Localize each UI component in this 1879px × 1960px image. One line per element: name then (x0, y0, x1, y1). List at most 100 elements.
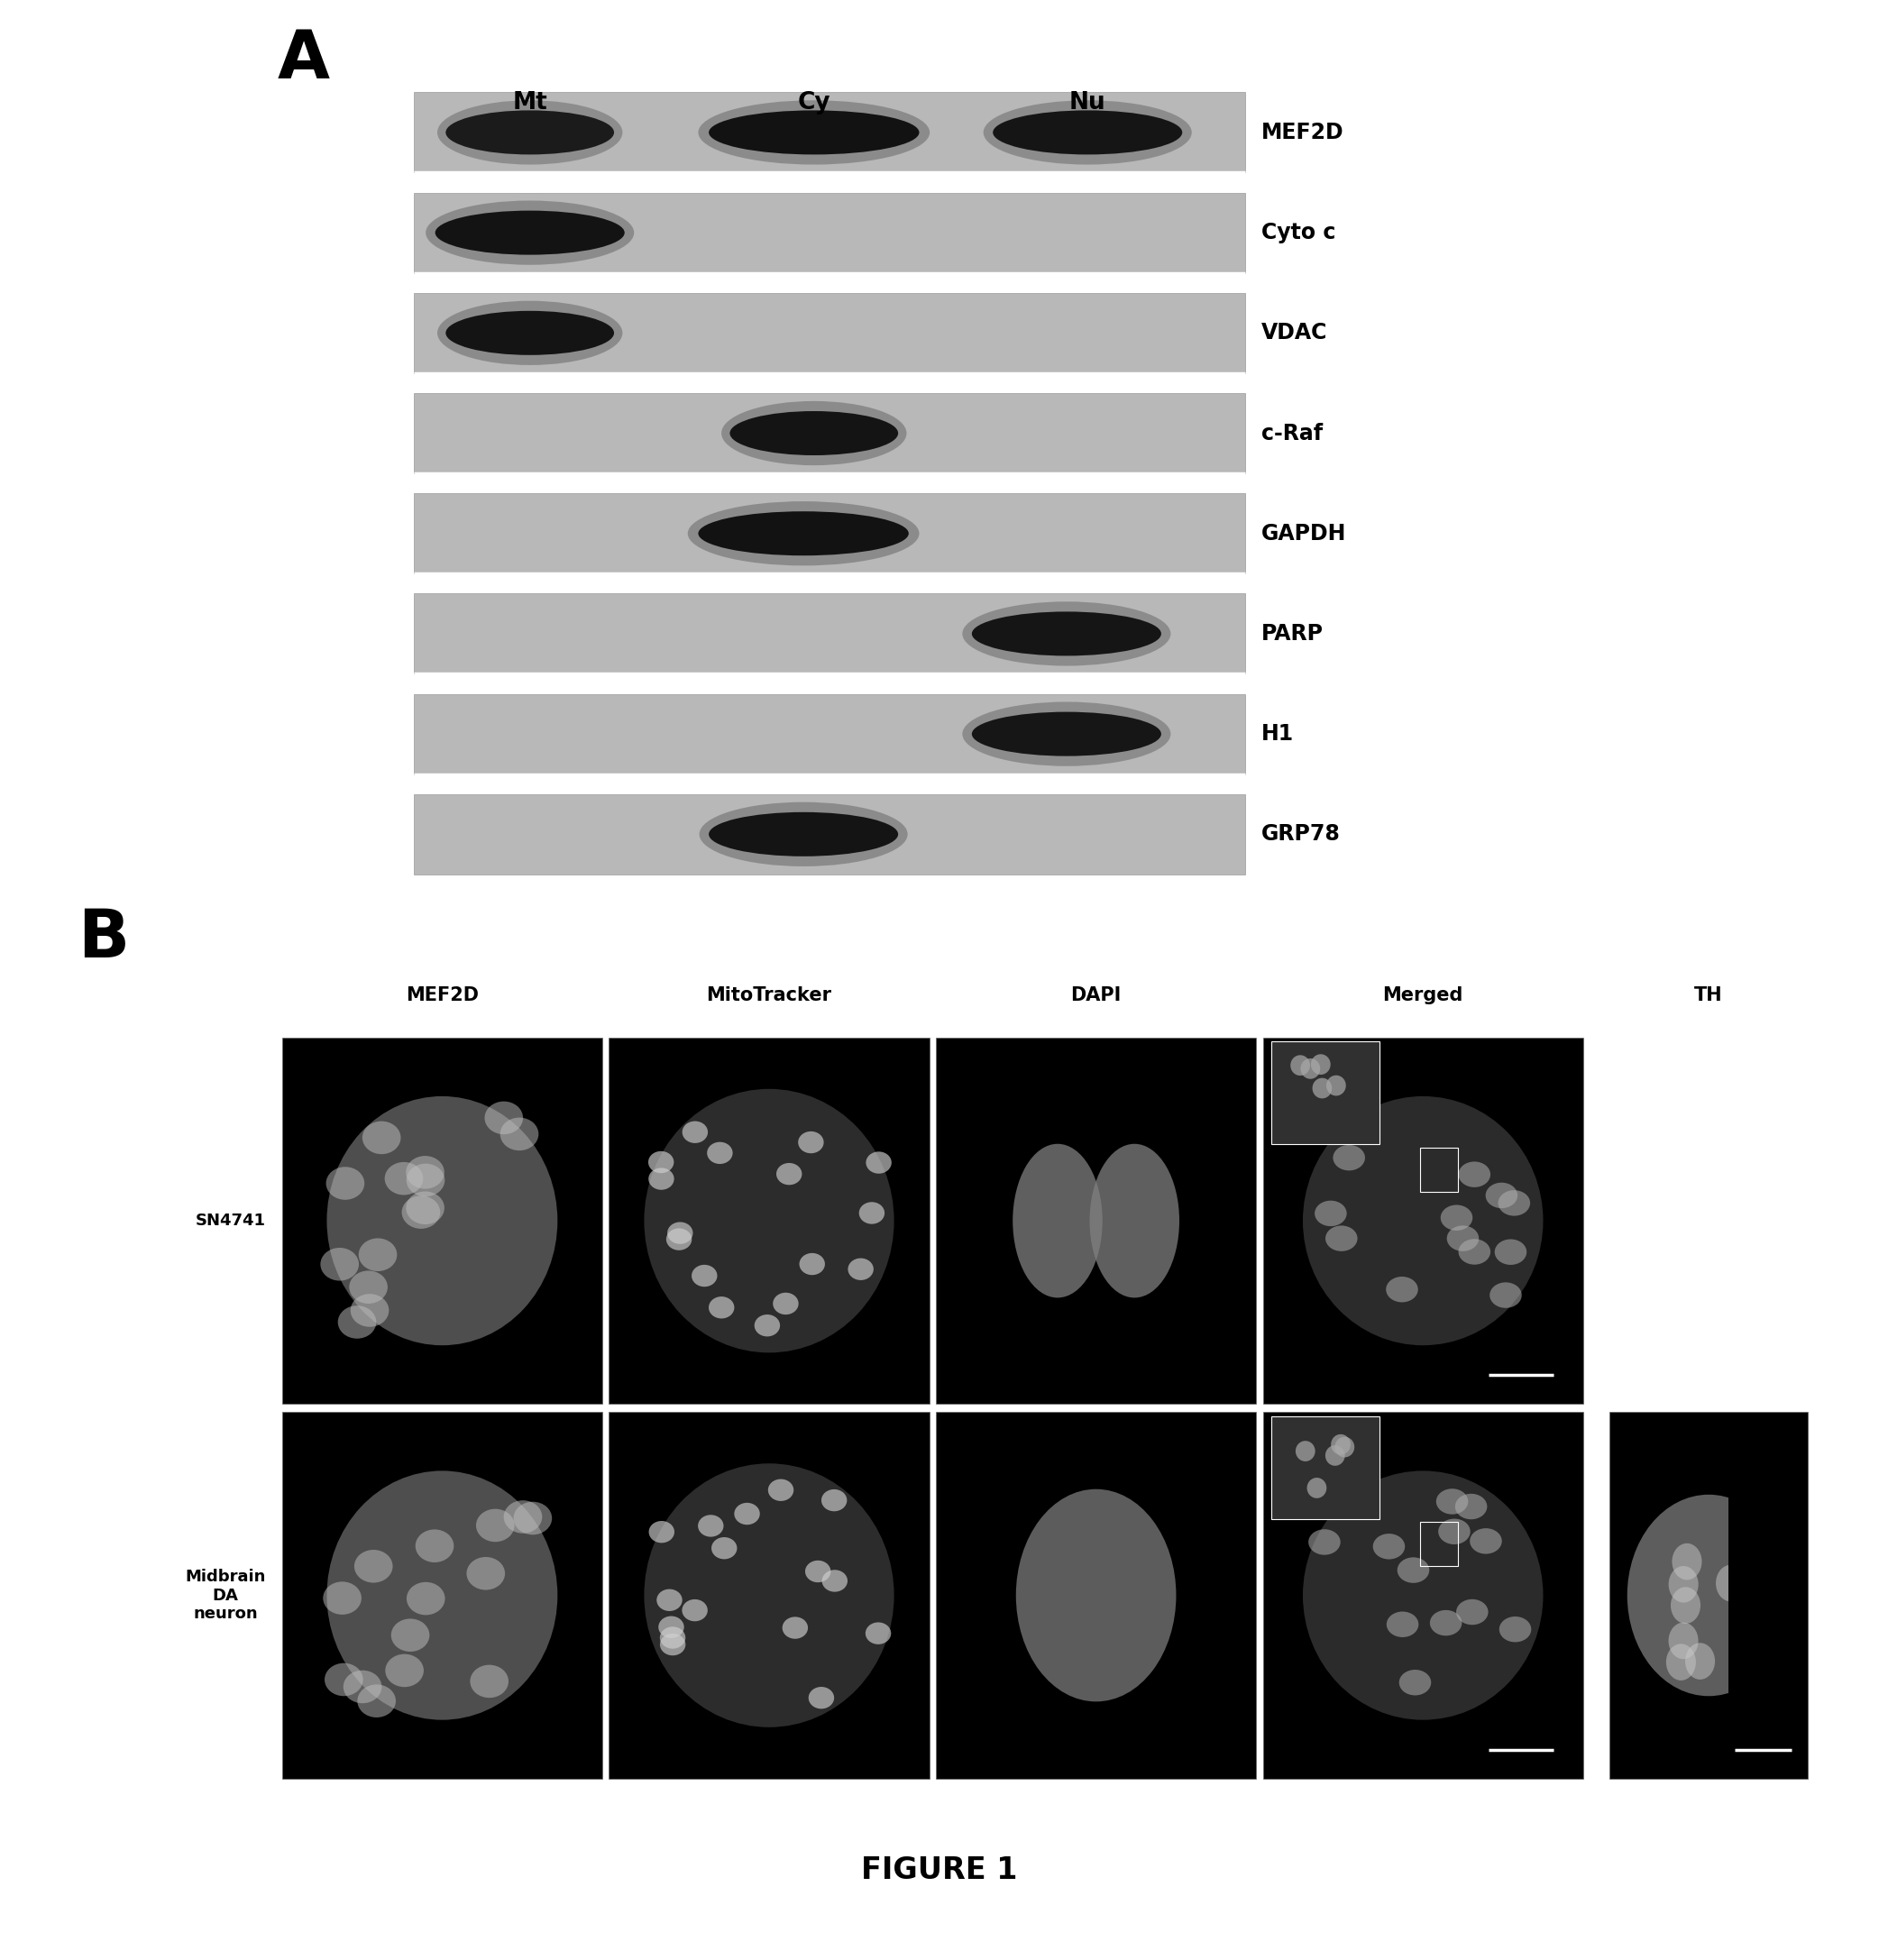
Ellipse shape (1312, 1078, 1332, 1098)
Ellipse shape (772, 1292, 799, 1315)
Ellipse shape (323, 1582, 361, 1615)
Bar (1608, 1411, 1808, 1778)
Ellipse shape (327, 1166, 365, 1200)
Ellipse shape (644, 1090, 894, 1352)
Text: MEF2D: MEF2D (1261, 122, 1343, 143)
Text: PARP: PARP (1261, 623, 1323, 645)
Ellipse shape (648, 1168, 675, 1190)
Bar (1270, 1043, 1379, 1145)
Ellipse shape (992, 110, 1182, 155)
Ellipse shape (667, 1221, 693, 1245)
Ellipse shape (1436, 1490, 1467, 1515)
Ellipse shape (363, 1121, 400, 1154)
Ellipse shape (712, 1537, 737, 1558)
Ellipse shape (699, 512, 909, 555)
Ellipse shape (658, 1617, 684, 1639)
Ellipse shape (1454, 1494, 1486, 1519)
Ellipse shape (821, 1570, 847, 1592)
Ellipse shape (688, 502, 919, 566)
Bar (413, 292, 1246, 372)
Bar (1263, 1037, 1584, 1403)
Bar (413, 92, 1246, 172)
Ellipse shape (466, 1556, 505, 1590)
Ellipse shape (1400, 1670, 1432, 1695)
Ellipse shape (1332, 1145, 1364, 1170)
Text: GRP78: GRP78 (1261, 823, 1340, 845)
Text: TH: TH (1695, 986, 1723, 1005)
Text: A: A (278, 27, 329, 92)
Ellipse shape (445, 312, 614, 355)
Ellipse shape (866, 1152, 891, 1174)
Bar (413, 794, 1246, 874)
Ellipse shape (427, 200, 633, 265)
Text: GAPDH: GAPDH (1261, 523, 1345, 545)
Ellipse shape (667, 1229, 691, 1250)
Text: c-Raf: c-Raf (1261, 423, 1323, 445)
Ellipse shape (1742, 1609, 1772, 1646)
Ellipse shape (699, 100, 930, 165)
Ellipse shape (1374, 1533, 1405, 1560)
Text: Cyto c: Cyto c (1261, 221, 1336, 243)
Ellipse shape (1627, 1495, 1791, 1695)
Ellipse shape (648, 1521, 675, 1543)
Bar (1263, 1411, 1584, 1778)
Ellipse shape (1458, 1239, 1490, 1264)
Ellipse shape (349, 1270, 387, 1303)
Ellipse shape (821, 1490, 847, 1511)
Ellipse shape (1716, 1564, 1746, 1601)
Ellipse shape (971, 711, 1161, 757)
Text: Merged: Merged (1383, 986, 1464, 1005)
Ellipse shape (1013, 1145, 1103, 1298)
Ellipse shape (697, 1515, 723, 1537)
Ellipse shape (406, 1156, 443, 1190)
Ellipse shape (691, 1264, 718, 1288)
Ellipse shape (436, 210, 624, 255)
Ellipse shape (776, 1162, 802, 1186)
Ellipse shape (1327, 1076, 1345, 1096)
Bar (413, 192, 1246, 272)
Ellipse shape (1387, 1611, 1419, 1637)
Ellipse shape (357, 1684, 396, 1717)
Ellipse shape (1456, 1599, 1488, 1625)
Ellipse shape (445, 110, 614, 155)
Ellipse shape (808, 1688, 834, 1709)
Text: DAPI: DAPI (1071, 986, 1122, 1005)
Ellipse shape (359, 1239, 396, 1272)
Ellipse shape (327, 1470, 558, 1719)
Ellipse shape (1330, 1435, 1351, 1454)
Text: FIGURE 1: FIGURE 1 (861, 1856, 1018, 1886)
Ellipse shape (656, 1590, 682, 1611)
Ellipse shape (406, 1582, 445, 1615)
Bar (282, 1411, 603, 1778)
Ellipse shape (1486, 1182, 1518, 1207)
Ellipse shape (729, 412, 898, 455)
Text: Nu: Nu (1069, 92, 1107, 116)
Ellipse shape (971, 612, 1161, 657)
Bar (1270, 1417, 1379, 1519)
Ellipse shape (1441, 1205, 1473, 1231)
Ellipse shape (1308, 1478, 1327, 1497)
Ellipse shape (327, 1096, 558, 1345)
Ellipse shape (682, 1599, 708, 1621)
Ellipse shape (355, 1550, 393, 1584)
Bar (936, 1037, 1257, 1403)
Ellipse shape (1667, 1644, 1697, 1680)
Ellipse shape (475, 1509, 515, 1543)
Ellipse shape (1398, 1558, 1430, 1584)
Text: H1: H1 (1261, 723, 1295, 745)
Ellipse shape (504, 1499, 543, 1533)
Ellipse shape (1685, 1642, 1716, 1680)
Ellipse shape (1670, 1588, 1700, 1623)
Ellipse shape (1387, 1276, 1419, 1301)
Text: VDAC: VDAC (1261, 321, 1327, 343)
Ellipse shape (682, 1121, 708, 1143)
Ellipse shape (1458, 1162, 1490, 1188)
Text: MEF2D: MEF2D (406, 986, 479, 1005)
Ellipse shape (1308, 1529, 1340, 1554)
Ellipse shape (1490, 1282, 1522, 1307)
Bar (413, 494, 1246, 574)
Ellipse shape (438, 100, 622, 165)
Ellipse shape (325, 1664, 363, 1695)
Text: Cy: Cy (797, 92, 831, 116)
Ellipse shape (722, 402, 906, 465)
